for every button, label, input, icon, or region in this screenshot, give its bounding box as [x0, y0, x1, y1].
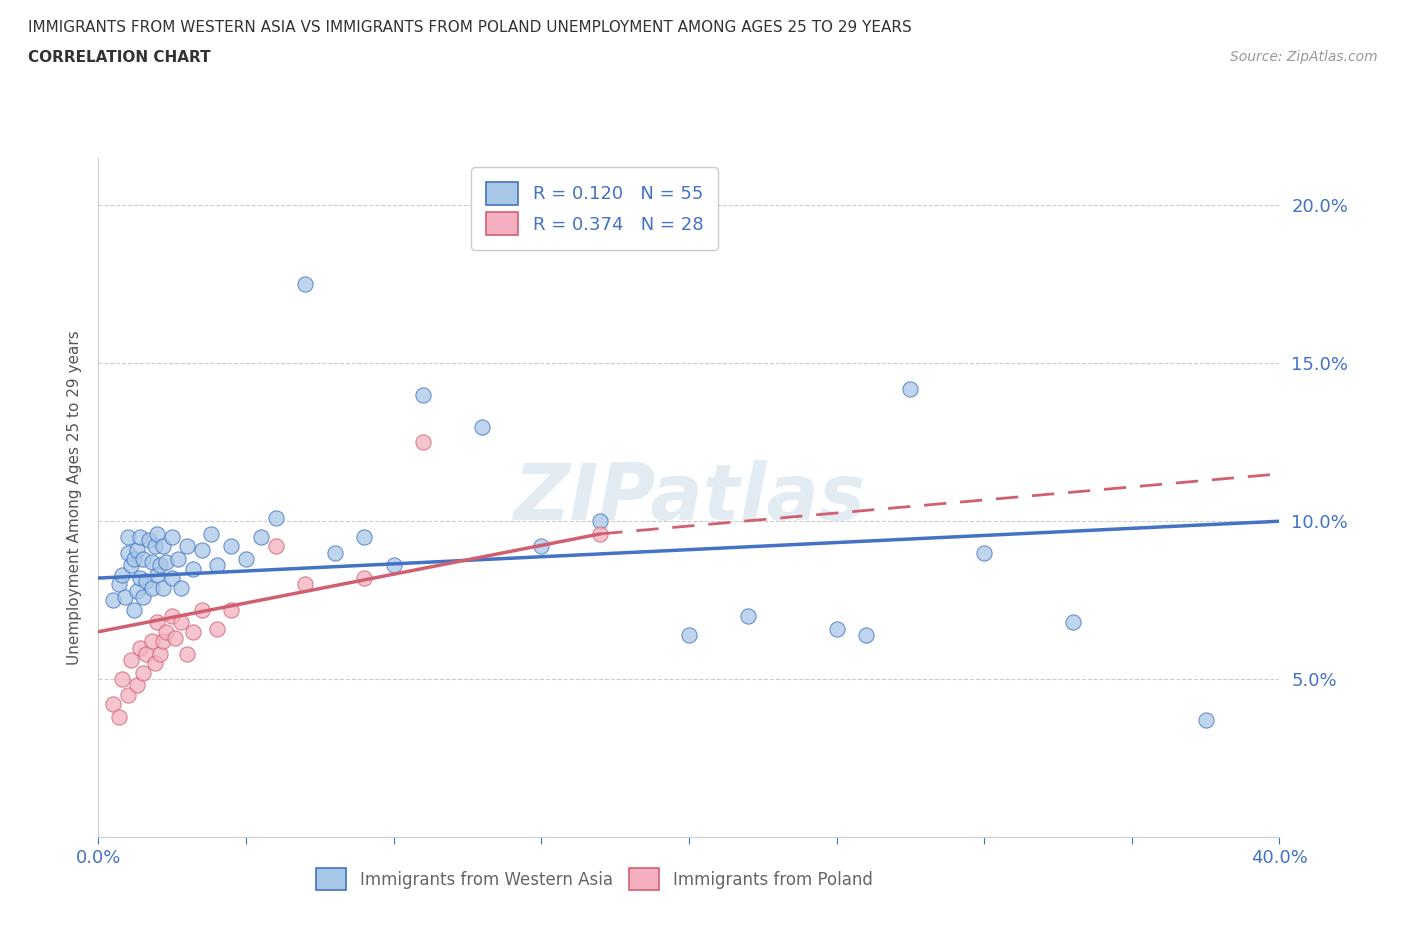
- Point: [250, 529, 273, 544]
- Point: [114, 590, 136, 604]
- Point: [900, 381, 922, 396]
- Point: [200, 526, 222, 541]
- Point: [138, 533, 160, 548]
- Legend: Immigrants from Western Asia, Immigrants from Poland: Immigrants from Western Asia, Immigrants…: [309, 862, 879, 897]
- Point: [181, 624, 204, 639]
- Point: [235, 551, 257, 566]
- Text: Source: ZipAtlas.com: Source: ZipAtlas.com: [1230, 50, 1378, 64]
- Point: [146, 526, 169, 541]
- Point: [117, 545, 139, 560]
- Point: [219, 603, 242, 618]
- Point: [111, 671, 134, 686]
- Point: [353, 571, 375, 586]
- Point: [143, 539, 166, 554]
- Point: [128, 571, 150, 586]
- Point: [103, 592, 125, 607]
- Point: [117, 687, 139, 702]
- Point: [155, 624, 177, 639]
- Point: [120, 653, 142, 668]
- Point: [132, 551, 155, 566]
- Point: [294, 277, 316, 292]
- Point: [152, 539, 174, 554]
- Text: ZIPatlas: ZIPatlas: [513, 459, 865, 536]
- Point: [1062, 615, 1084, 630]
- Point: [103, 697, 125, 711]
- Point: [530, 539, 553, 554]
- Point: [122, 603, 145, 618]
- Point: [191, 603, 214, 618]
- Point: [149, 558, 172, 573]
- Point: [141, 555, 163, 570]
- Point: [135, 574, 157, 589]
- Point: [353, 529, 375, 544]
- Point: [117, 529, 139, 544]
- Point: [176, 646, 198, 661]
- Point: [165, 631, 187, 645]
- Point: [737, 608, 759, 623]
- Point: [181, 561, 204, 576]
- Point: [111, 567, 134, 582]
- Point: [128, 529, 150, 544]
- Point: [855, 628, 877, 643]
- Point: [122, 551, 145, 566]
- Point: [108, 577, 131, 591]
- Point: [219, 539, 242, 554]
- Point: [294, 577, 316, 591]
- Point: [149, 646, 172, 661]
- Point: [152, 580, 174, 595]
- Point: [382, 558, 405, 573]
- Point: [170, 615, 193, 630]
- Y-axis label: Unemployment Among Ages 25 to 29 years: Unemployment Among Ages 25 to 29 years: [67, 330, 83, 665]
- Point: [146, 567, 169, 582]
- Point: [471, 419, 494, 434]
- Text: CORRELATION CHART: CORRELATION CHART: [28, 50, 211, 65]
- Point: [135, 646, 157, 661]
- Point: [264, 511, 287, 525]
- Point: [155, 555, 177, 570]
- Point: [125, 583, 148, 598]
- Point: [152, 633, 174, 648]
- Point: [412, 435, 434, 450]
- Point: [143, 656, 166, 671]
- Point: [162, 529, 183, 544]
- Point: [141, 580, 163, 595]
- Point: [205, 621, 228, 636]
- Point: [167, 551, 190, 566]
- Point: [825, 621, 848, 636]
- Point: [323, 545, 346, 560]
- Point: [412, 388, 434, 403]
- Point: [1195, 712, 1218, 727]
- Point: [128, 640, 150, 655]
- Point: [264, 539, 287, 554]
- Point: [132, 590, 155, 604]
- Point: [125, 542, 148, 557]
- Point: [132, 665, 155, 680]
- Point: [205, 558, 228, 573]
- Text: IMMIGRANTS FROM WESTERN ASIA VS IMMIGRANTS FROM POLAND UNEMPLOYMENT AMONG AGES 2: IMMIGRANTS FROM WESTERN ASIA VS IMMIGRAN…: [28, 20, 912, 35]
- Point: [589, 526, 612, 541]
- Point: [191, 542, 214, 557]
- Point: [678, 628, 700, 643]
- Point: [589, 513, 612, 528]
- Point: [162, 571, 183, 586]
- Point: [170, 580, 193, 595]
- Point: [162, 608, 183, 623]
- Point: [146, 615, 169, 630]
- Point: [108, 710, 131, 724]
- Point: [125, 678, 148, 693]
- Point: [973, 545, 995, 560]
- Point: [141, 633, 163, 648]
- Point: [120, 558, 142, 573]
- Point: [176, 539, 198, 554]
